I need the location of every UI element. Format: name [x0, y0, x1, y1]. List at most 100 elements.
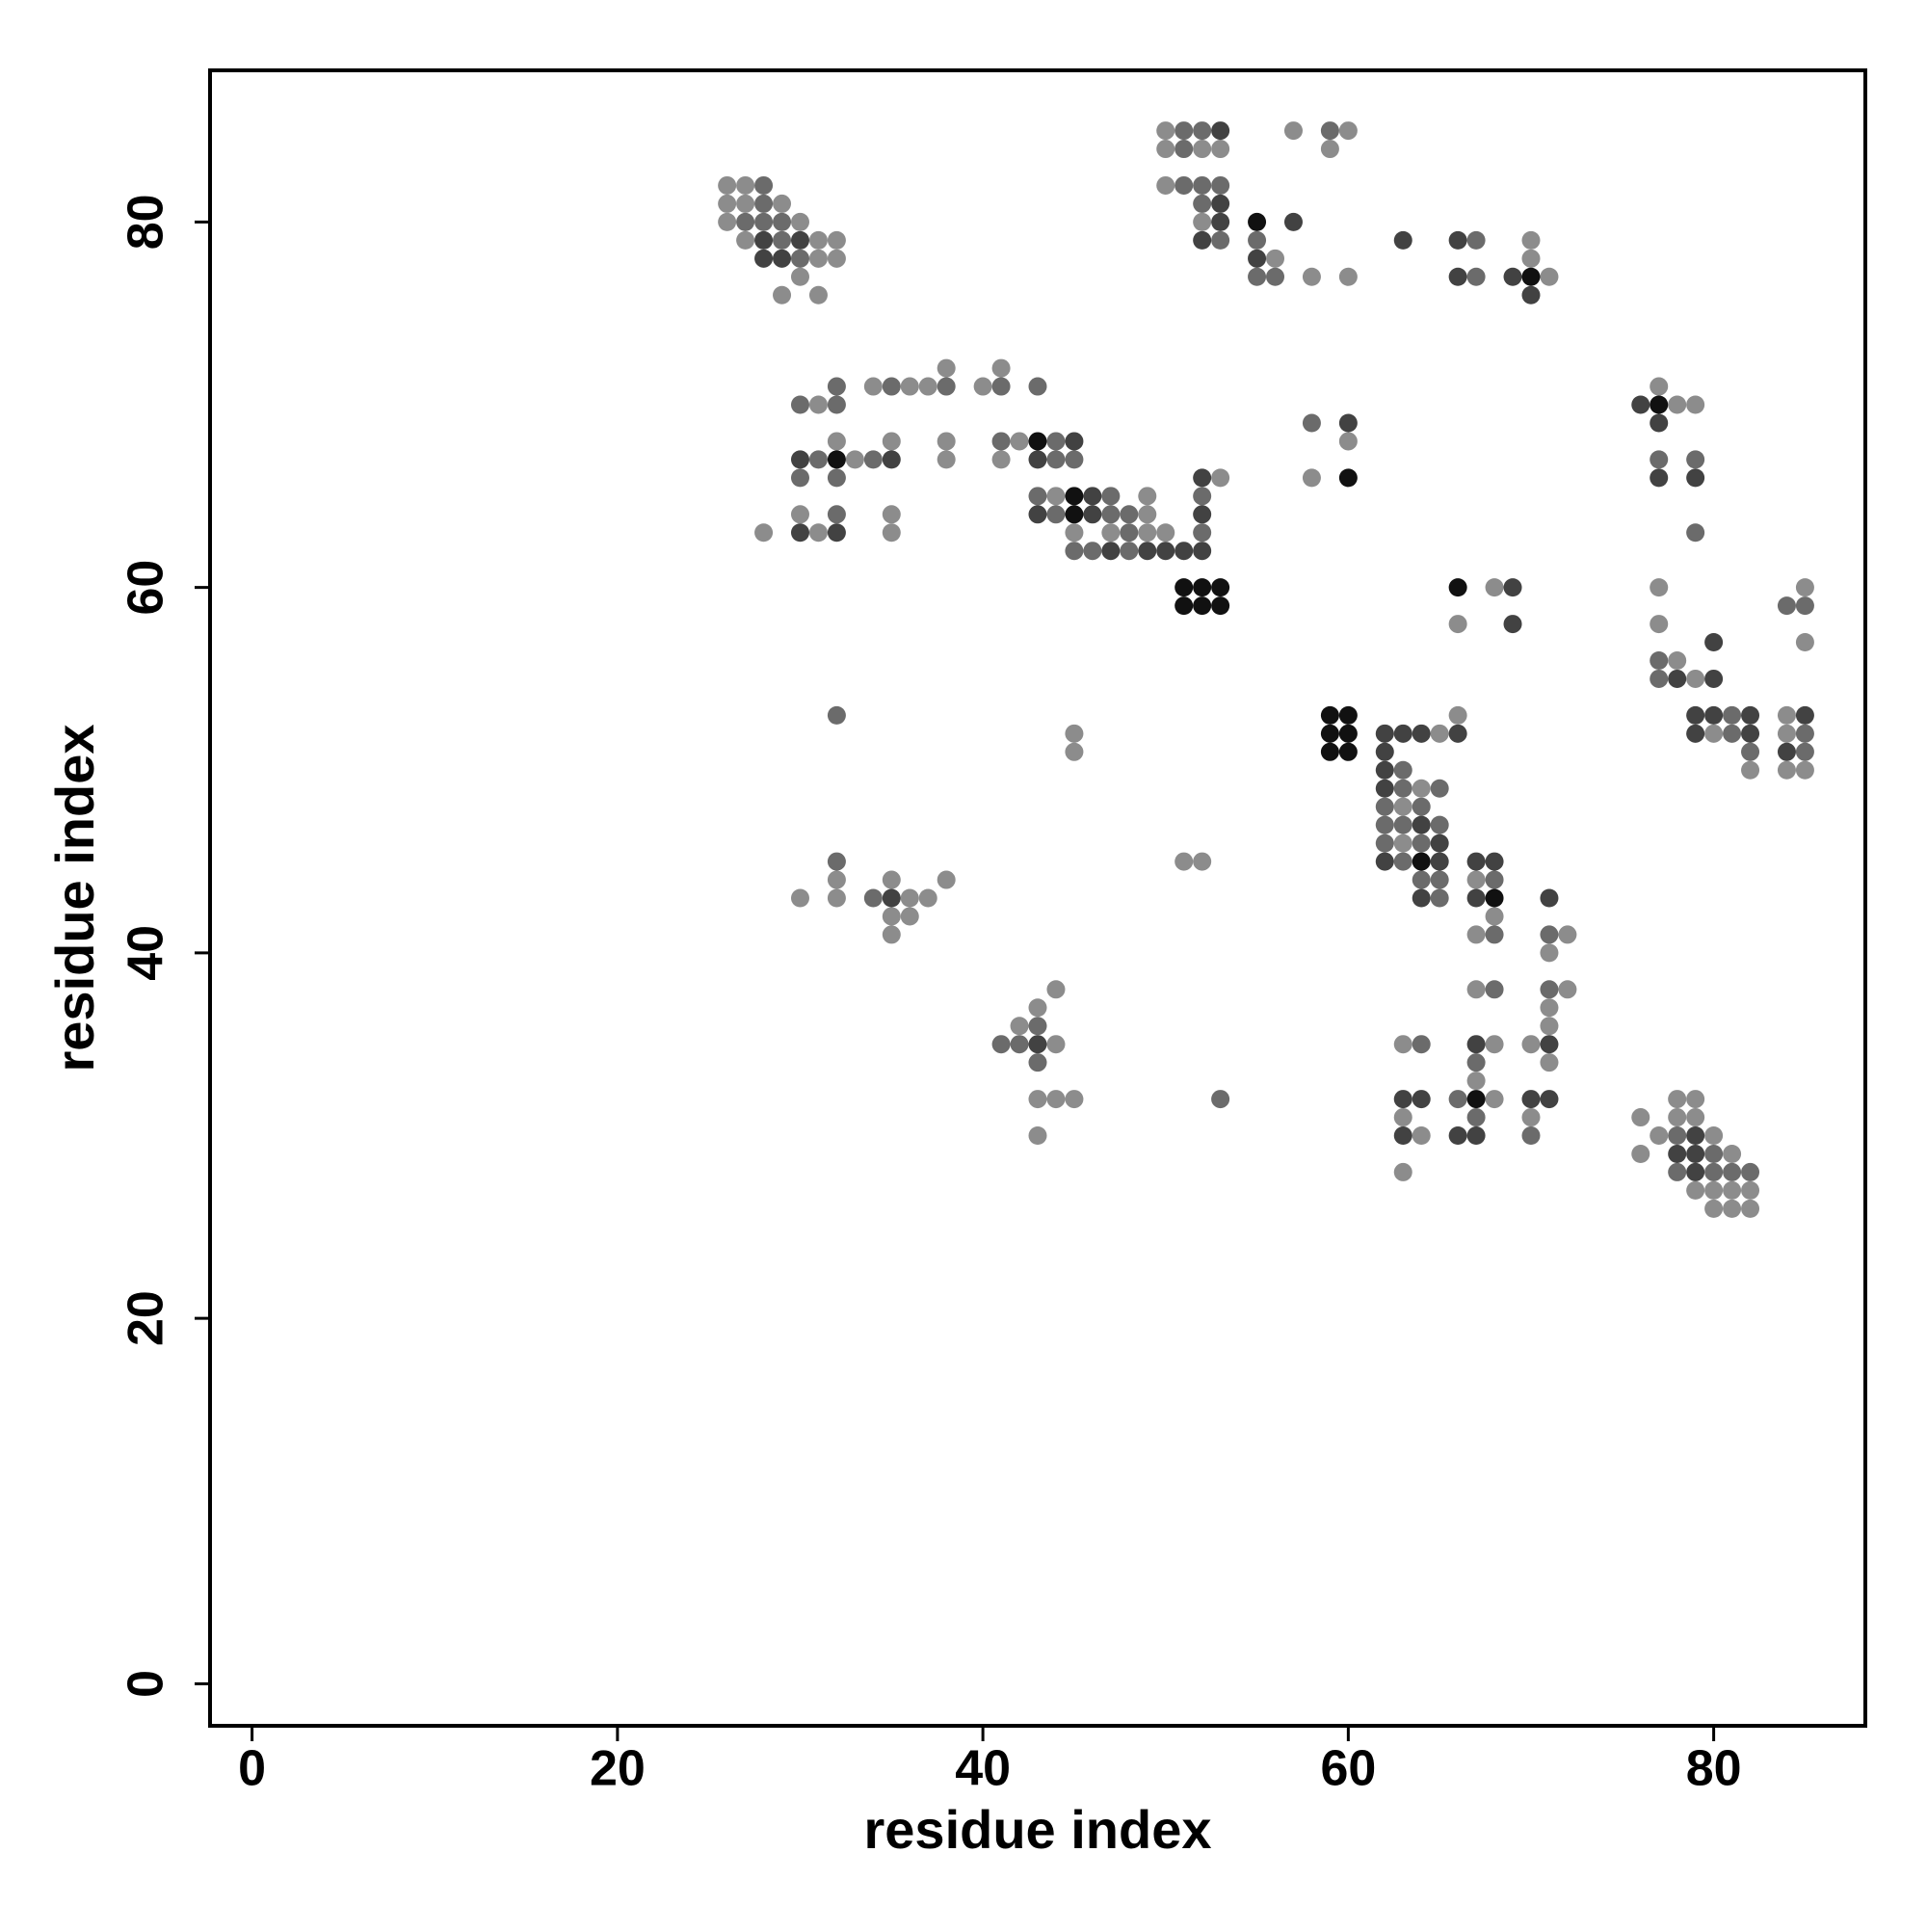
- contact-point: [1083, 487, 1102, 506]
- contact-point: [1686, 724, 1705, 743]
- contact-point: [1193, 230, 1212, 250]
- contact-point: [1448, 267, 1467, 286]
- contact-point: [1485, 578, 1504, 597]
- contact-point: [1540, 925, 1559, 944]
- contact-point: [1412, 834, 1431, 853]
- contact-point: [1631, 1144, 1650, 1163]
- contact-point: [1338, 705, 1358, 725]
- contact-point: [808, 285, 828, 304]
- contact-point: [1046, 487, 1066, 506]
- contact-point: [790, 505, 809, 524]
- contact-point: [1320, 724, 1339, 743]
- contact-point: [790, 395, 809, 414]
- contact-point: [773, 230, 792, 250]
- contact-point: [1686, 1126, 1705, 1146]
- contact-point: [1028, 505, 1047, 524]
- contact-point: [1028, 998, 1047, 1018]
- contact-point: [1046, 450, 1066, 469]
- contact-point: [1120, 505, 1139, 524]
- contact-point: [1083, 505, 1102, 524]
- contact-point: [1193, 852, 1212, 871]
- contact-point: [1503, 267, 1522, 286]
- contact-point: [1028, 1053, 1047, 1072]
- contact-point: [1028, 1017, 1047, 1036]
- contact-point: [1375, 797, 1394, 816]
- contact-point: [882, 888, 901, 908]
- contact-point: [1193, 505, 1212, 524]
- contact-point: [991, 358, 1011, 378]
- contact-point: [1704, 669, 1724, 688]
- contact-point: [827, 505, 846, 524]
- contact-point: [773, 194, 792, 213]
- contact-point: [1485, 852, 1504, 871]
- contact-point: [1466, 1108, 1486, 1127]
- contact-point: [1466, 1053, 1486, 1072]
- contact-point: [1101, 487, 1121, 506]
- contact-point: [1777, 724, 1796, 743]
- contact-point: [882, 523, 901, 543]
- contact-point: [1412, 852, 1431, 871]
- contact-point: [718, 212, 737, 231]
- contact-point: [1668, 1108, 1687, 1127]
- contact-point: [1065, 542, 1084, 561]
- contact-point: [1211, 194, 1230, 213]
- contact-point: [937, 377, 956, 396]
- contact-point: [1686, 523, 1705, 543]
- contact-point: [1668, 669, 1687, 688]
- contact-point: [1448, 615, 1467, 634]
- contact-point: [1211, 578, 1230, 597]
- contact-point: [1065, 450, 1084, 469]
- contact-point: [1448, 1090, 1467, 1109]
- contact-point: [1412, 779, 1431, 798]
- contact-point: [1795, 742, 1814, 761]
- contact-point: [1175, 175, 1194, 195]
- contact-point: [754, 212, 774, 231]
- contact-point: [1704, 1180, 1724, 1200]
- y-axis-label: residue index: [44, 724, 105, 1072]
- contact-point: [1248, 230, 1267, 250]
- contact-point: [1485, 925, 1504, 944]
- contact-point: [1686, 468, 1705, 488]
- contact-point: [790, 230, 809, 250]
- contact-point: [1521, 249, 1541, 268]
- contact-point: [773, 249, 792, 268]
- contact-point: [1248, 212, 1267, 231]
- contact-point: [1248, 267, 1267, 286]
- contact-point: [1650, 413, 1669, 433]
- contact-point: [1120, 523, 1139, 543]
- contact-point: [1466, 852, 1486, 871]
- contact-point: [1138, 523, 1157, 543]
- contact-point: [1393, 1162, 1412, 1181]
- contact-point: [1028, 1035, 1047, 1054]
- contact-point: [754, 523, 774, 543]
- contact-point: [863, 888, 883, 908]
- contact-point: [1393, 1090, 1412, 1109]
- contact-point: [1668, 1144, 1687, 1163]
- contact-point: [754, 194, 774, 213]
- contact-point: [1777, 742, 1796, 761]
- contact-point: [1777, 596, 1796, 616]
- contact-point: [1393, 760, 1412, 780]
- x-tick-label: 40: [955, 1741, 1011, 1797]
- contact-point: [1540, 888, 1559, 908]
- contact-point: [1686, 1180, 1705, 1200]
- contact-point: [1320, 140, 1339, 159]
- contact-point: [1723, 724, 1742, 743]
- contact-point: [1540, 1035, 1559, 1054]
- contact-point: [1540, 1053, 1559, 1072]
- contact-point: [1211, 121, 1230, 141]
- contact-point: [1412, 724, 1431, 743]
- contact-point: [1668, 1090, 1687, 1109]
- contact-point: [1120, 542, 1139, 561]
- contact-point: [736, 230, 755, 250]
- contact-point: [1723, 1199, 1742, 1218]
- contact-point: [1138, 542, 1157, 561]
- contact-point: [1412, 1090, 1431, 1109]
- contact-point: [1393, 834, 1412, 853]
- contact-point: [1393, 1108, 1412, 1127]
- contact-point: [882, 505, 901, 524]
- contact-point: [1466, 267, 1486, 286]
- contact-point: [1650, 650, 1669, 670]
- contact-point: [1485, 980, 1504, 999]
